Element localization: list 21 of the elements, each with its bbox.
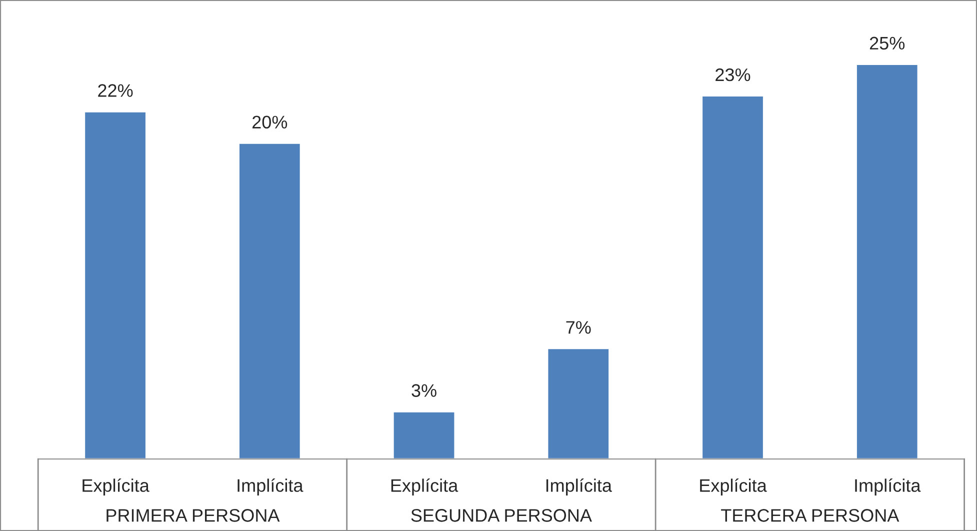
- text: TERCERA PERSONA: [721, 509, 900, 522]
- x-tick-label: Implícita: [546, 478, 612, 496]
- x-tick-label: Explícita: [391, 478, 458, 496]
- x-tick-label: Implícita: [855, 478, 921, 496]
- data-label: 20%: [252, 116, 288, 129]
- bar: [856, 64, 919, 459]
- data-label: 3%: [412, 384, 436, 397]
- x-tick-label: Explícita: [700, 478, 767, 496]
- x-tick-label: Implícita: [238, 478, 304, 496]
- data-label: 7%: [566, 321, 591, 334]
- data-label: 22%: [98, 84, 133, 97]
- bar: [546, 348, 610, 459]
- data-label: 23%: [716, 68, 750, 82]
- bar: [238, 142, 302, 459]
- x-tick-label: Explícita: [82, 478, 150, 496]
- bar: [84, 110, 147, 459]
- bar: [701, 95, 764, 459]
- bar: [392, 410, 456, 459]
- text: SEGUNDA PERSONA: [411, 509, 592, 522]
- data-label: 25%: [870, 36, 905, 50]
- text: PRIMERA PERSONA: [106, 509, 280, 522]
